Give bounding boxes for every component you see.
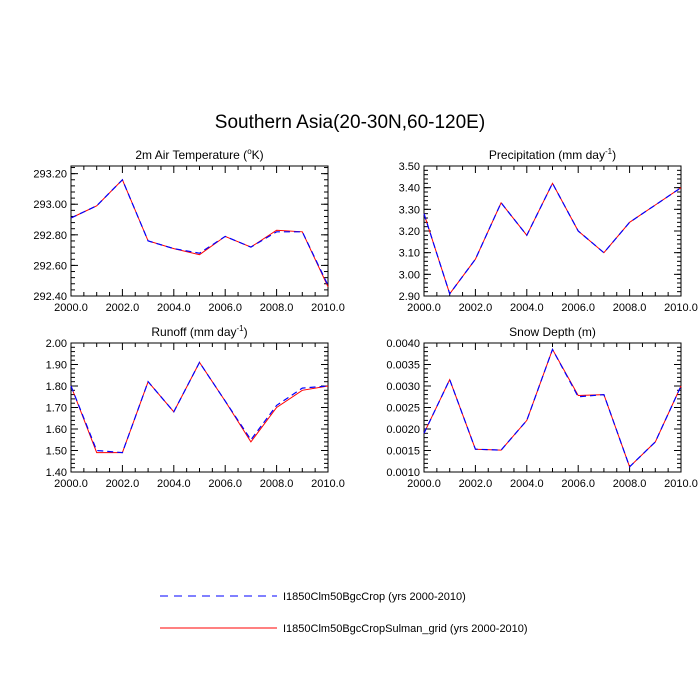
y-tick-label: 1.40 — [46, 467, 67, 479]
y-tick-label: 1.70 — [46, 403, 67, 415]
y-tick-label: 1.60 — [46, 424, 67, 436]
y-tick-label: 0.0015 — [386, 446, 420, 458]
y-tick-label: 2.00 — [46, 338, 67, 350]
panel-4: Snow Depth (m) 2000.0 2002.0 2004.0 2006.0 20… — [386, 325, 697, 490]
panel-2: Precipitation (mm day-1) 2000.0 2002.0 2004… — [399, 147, 698, 314]
panel-title: Snow Depth (m) — [509, 325, 596, 339]
y-tick-label: 1.90 — [46, 360, 67, 372]
x-tick-label: 2006.0 — [561, 478, 595, 490]
x-tick-label: 2002.0 — [106, 478, 140, 490]
x-tick-label: 2008.0 — [260, 478, 294, 490]
x-tick-label: 2004.0 — [157, 478, 191, 490]
y-tick-label: 3.00 — [399, 269, 420, 281]
y-tick-label: 0.0030 — [386, 381, 420, 393]
y-tick-label: 0.0020 — [386, 424, 420, 436]
y-tick-label: 3.20 — [399, 226, 420, 238]
x-tick-label: 2008.0 — [613, 478, 647, 490]
y-tick-label: 292.60 — [33, 260, 67, 272]
series-line-2 — [70, 178, 329, 288]
y-tick-label: 1.80 — [46, 381, 67, 393]
series-line-2 — [423, 348, 682, 468]
x-tick-label: 2010.0 — [664, 478, 698, 490]
y-tick-label: 0.0010 — [386, 467, 420, 479]
x-tick-label: 2004.0 — [157, 302, 191, 314]
y-tick-label: 0.0035 — [386, 360, 420, 372]
y-tick-label: 3.30 — [399, 204, 420, 216]
y-tick-label: 293.20 — [33, 169, 67, 181]
series-line-1 — [70, 178, 329, 286]
x-tick-label: 2000.0 — [407, 478, 441, 490]
panel-title: Precipitation (mm day-1) — [489, 147, 616, 162]
x-tick-label: 2006.0 — [208, 478, 242, 490]
x-tick-label: 2002.0 — [106, 302, 140, 314]
x-tick-label: 2002.0 — [459, 302, 493, 314]
x-tick-label: 2006.0 — [208, 302, 242, 314]
series-line-2 — [70, 361, 329, 454]
panels: 2m Air Temperature (oK) 2000.0 2002.0 2004.… — [33, 147, 697, 490]
series-line-1 — [70, 361, 329, 454]
x-tick-label: 2008.0 — [260, 302, 294, 314]
x-tick-label: 2000.0 — [54, 302, 88, 314]
x-tick-label: 2008.0 — [613, 302, 647, 314]
x-tick-label: 2010.0 — [311, 478, 345, 490]
legend: I1850Clm50BgcCrop (yrs 2000-2010) I1850C… — [160, 591, 528, 635]
x-tick-label: 2004.0 — [510, 478, 544, 490]
panel-title: 2m Air Temperature (oK) — [135, 147, 263, 162]
x-tick-label: 2004.0 — [510, 302, 544, 314]
y-tick-label: 292.40 — [33, 291, 67, 303]
series-line-1 — [423, 347, 682, 468]
panel-1: 2m Air Temperature (oK) 2000.0 2002.0 2004.… — [33, 147, 344, 314]
y-tick-label: 293.00 — [33, 199, 67, 211]
legend-label-1: I1850Clm50BgcCrop (yrs 2000-2010) — [283, 591, 466, 603]
plot-frame — [423, 342, 682, 473]
y-tick-label: 0.0040 — [386, 338, 420, 350]
y-tick-label: 2.90 — [399, 291, 420, 303]
x-tick-label: 2000.0 — [407, 302, 441, 314]
panel-title: Runoff (mm day-1) — [151, 324, 247, 339]
y-tick-label: 3.10 — [399, 248, 420, 260]
figure-title: Southern Asia(20-30N,60-120E) — [214, 112, 486, 133]
y-tick-label: 3.40 — [399, 183, 420, 195]
y-tick-label: 1.50 — [46, 446, 67, 458]
x-tick-label: 2002.0 — [459, 478, 493, 490]
x-tick-label: 2010.0 — [311, 302, 345, 314]
y-tick-label: 292.80 — [33, 230, 67, 242]
panel-3: Runoff (mm day-1) 2000.0 2002.0 2004.0 2006.… — [46, 324, 345, 490]
y-tick-label: 3.50 — [399, 161, 420, 173]
legend-label-2: I1850Clm50BgcCropSulman_grid (yrs 2000-2… — [283, 623, 528, 635]
y-tick-label: 0.0025 — [386, 403, 420, 415]
x-tick-label: 2006.0 — [561, 302, 595, 314]
x-tick-label: 2010.0 — [664, 302, 698, 314]
series-line-1 — [423, 181, 682, 296]
x-tick-label: 2000.0 — [54, 478, 88, 490]
